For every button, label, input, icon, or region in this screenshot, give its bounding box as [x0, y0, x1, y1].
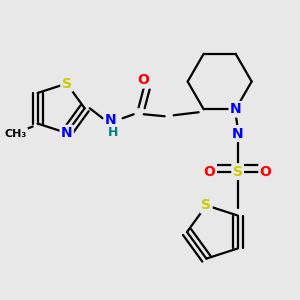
- Text: S: S: [201, 198, 211, 212]
- Text: N: N: [105, 113, 116, 127]
- Text: N: N: [230, 102, 242, 116]
- Text: CH₃: CH₃: [4, 128, 27, 139]
- Text: O: O: [204, 164, 216, 178]
- Text: H: H: [107, 126, 118, 139]
- Text: S: S: [233, 164, 243, 178]
- Text: O: O: [138, 73, 150, 87]
- Text: N: N: [232, 127, 244, 140]
- Text: O: O: [260, 164, 272, 178]
- Text: S: S: [62, 76, 72, 91]
- Text: N: N: [61, 126, 73, 140]
